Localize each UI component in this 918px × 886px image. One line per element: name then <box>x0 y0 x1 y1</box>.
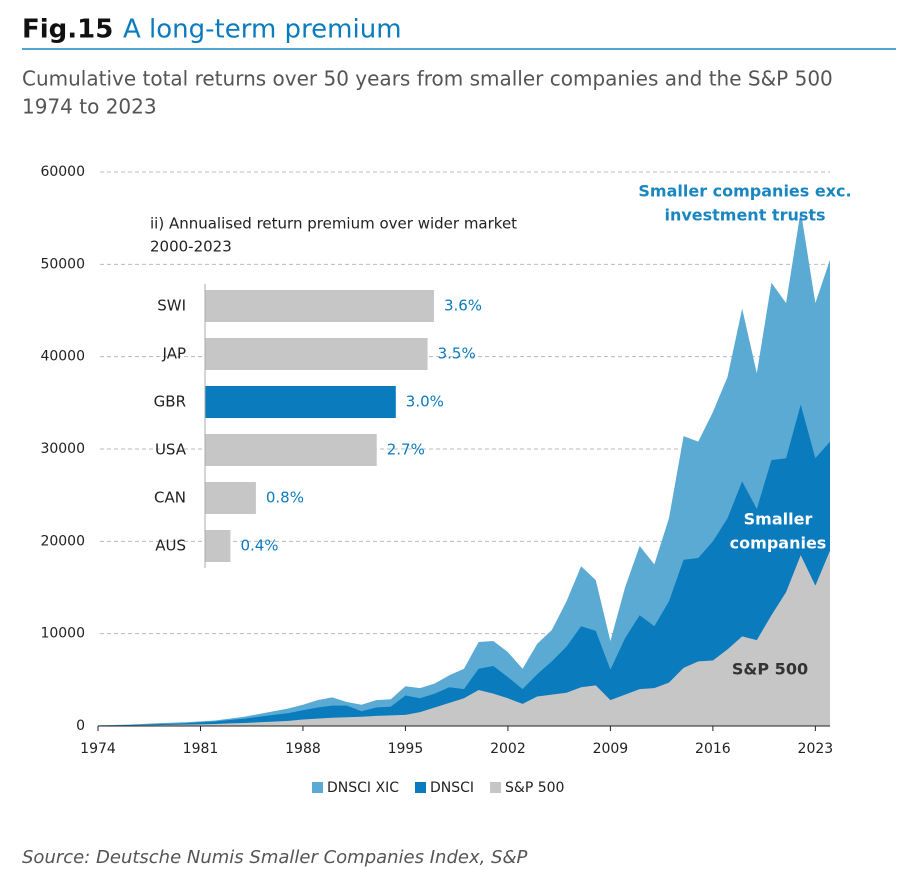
category-label: USA <box>155 441 187 459</box>
legend-swatch <box>415 782 426 793</box>
y-tick-label: 0 <box>76 718 85 734</box>
y-tick-label: 20000 <box>40 533 85 549</box>
value-label: 3.5% <box>438 345 476 363</box>
category-label: JAP <box>162 345 186 363</box>
x-tick-label: 2016 <box>695 741 731 757</box>
area <box>98 550 830 726</box>
fig-number: Fig.15 <box>22 15 113 45</box>
category-label: CAN <box>154 489 186 507</box>
x-tick-label: 2002 <box>490 741 526 757</box>
bar <box>205 482 256 514</box>
annotation: Smaller <box>744 510 813 529</box>
x-tick-label: 2009 <box>593 741 629 757</box>
annotation: Smaller companies exc. <box>638 182 851 201</box>
area <box>98 404 830 726</box>
y-tick-label: 60000 <box>40 164 85 180</box>
y-tick-label: 50000 <box>40 256 85 272</box>
legend-label: S&P 500 <box>505 780 564 796</box>
annotation: companies <box>730 534 827 553</box>
category-label: GBR <box>154 393 186 411</box>
y-tick-label: 10000 <box>40 626 85 642</box>
bar <box>205 338 428 370</box>
bar <box>205 386 396 418</box>
value-label: 3.0% <box>406 393 444 411</box>
value-label: 2.7% <box>387 441 425 459</box>
legend-label: DNSCI <box>430 780 474 796</box>
y-tick-label: 40000 <box>40 349 85 365</box>
x-tick-label: 1981 <box>183 741 219 757</box>
inset-title: ii) Annualised return premium over wider… <box>150 215 517 233</box>
x-tick-label: 1988 <box>285 741 321 757</box>
bar <box>205 434 377 466</box>
y-tick-label: 30000 <box>40 441 85 457</box>
value-label: 0.4% <box>240 537 278 555</box>
x-tick-label: 1995 <box>388 741 424 757</box>
legend-swatch <box>490 782 502 793</box>
subtitle: Cumulative total returns over 50 years f… <box>22 67 833 91</box>
legend-swatch <box>312 782 323 793</box>
x-tick-label: 2023 <box>798 741 834 757</box>
annotation: investment trusts <box>664 206 825 225</box>
value-label: 0.8% <box>266 489 304 507</box>
bar <box>205 530 231 562</box>
value-label: 3.6% <box>444 297 482 315</box>
legend-label: DNSCI XIC <box>327 780 399 796</box>
page-title: A long-term premium <box>123 15 402 45</box>
annotation: S&P 500 <box>732 660 808 679</box>
inset-subtitle: 2000-2023 <box>150 238 232 256</box>
category-label: AUS <box>155 537 186 555</box>
subtitle: 1974 to 2023 <box>22 95 157 119</box>
category-label: SWI <box>157 297 186 315</box>
source: Source: Deutsche Numis Smaller Companies… <box>22 847 528 868</box>
x-tick-label: 1974 <box>80 741 116 757</box>
area <box>98 210 830 726</box>
bar <box>205 290 434 322</box>
